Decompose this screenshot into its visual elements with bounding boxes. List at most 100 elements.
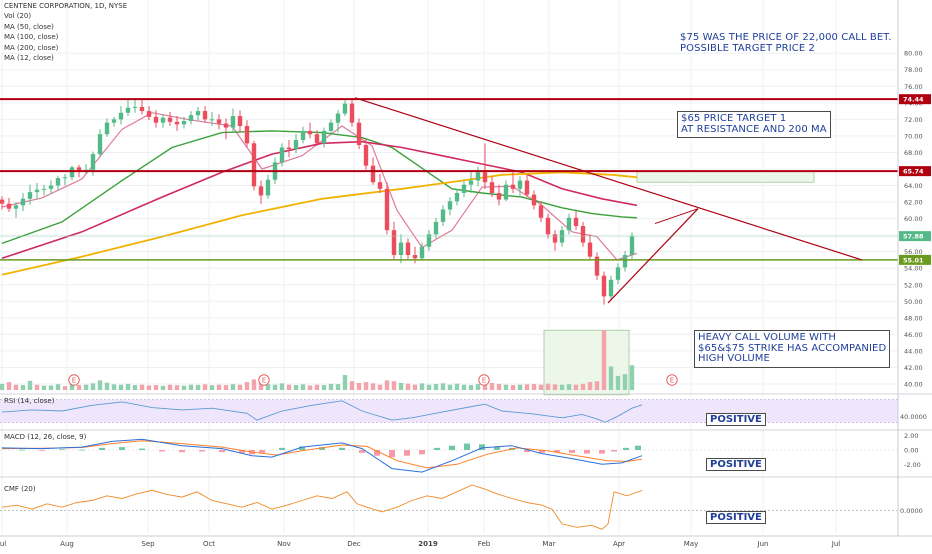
- candle-body: [251, 143, 257, 187]
- candle-body: [433, 221, 439, 235]
- macd-histogram-bar: [159, 450, 165, 452]
- time-tick-label: 2019: [418, 540, 438, 548]
- time-tick-label: Feb: [478, 540, 491, 548]
- macd-histogram-bar: [554, 450, 560, 453]
- macd-tick-label: 2.00: [904, 432, 918, 440]
- macd-histogram-bar: [584, 450, 590, 454]
- macd-histogram-bar: [139, 448, 145, 450]
- note-call-volume: HEAVY CALL VOLUME WITH $65&$75 STRIKE HA…: [694, 330, 891, 368]
- price-tick-label: 56.00: [904, 248, 923, 256]
- legend-ma12[interactable]: MA (12, close): [4, 54, 54, 63]
- volume-bar: [580, 383, 586, 390]
- volume-bar: [566, 384, 572, 390]
- candle-body: [468, 180, 474, 185]
- symbol-title[interactable]: CENTENE CORPORATION, 1D, NYSE: [4, 2, 128, 10]
- candle-body: [90, 154, 96, 170]
- rsi-title: RSI (14, close): [4, 397, 55, 405]
- price-label-bg: [899, 254, 931, 265]
- call-volume-zone: [543, 329, 630, 396]
- macd-histogram-bar: [635, 445, 641, 450]
- volume-bar: [615, 375, 621, 390]
- legend-vol[interactable]: Vol (20): [4, 12, 32, 21]
- volume-bar: [559, 384, 565, 390]
- volume-bar: [300, 384, 306, 390]
- volume-bar: [475, 384, 481, 390]
- price-tick-label: 42.00: [904, 364, 923, 372]
- candle-body: [230, 116, 236, 128]
- volume-bar: [601, 330, 607, 390]
- volume-bar: [447, 384, 453, 390]
- volume-bar: [27, 380, 33, 390]
- candle-body: [146, 111, 152, 117]
- volume-bar: [545, 383, 551, 390]
- candle-body: [132, 106, 138, 108]
- candle-body: [384, 188, 390, 231]
- trendline-connector: [654, 208, 699, 225]
- earnings-marker: [258, 374, 270, 386]
- legend-ma200[interactable]: MA (200, close): [4, 43, 59, 52]
- price-label-bg: [899, 231, 931, 242]
- price-label-bg: [899, 166, 931, 177]
- volume-bar: [454, 383, 460, 390]
- descending-resistance-trendline: [354, 97, 863, 261]
- volume-bar: [377, 384, 383, 390]
- macd-histogram-bar: [99, 447, 105, 450]
- candle-body: [517, 180, 523, 189]
- volume-bar: [433, 384, 439, 390]
- volume-bar: [125, 383, 131, 390]
- volume-bar: [272, 384, 278, 390]
- volume-bar: [62, 386, 68, 390]
- candle-body: [440, 209, 446, 222]
- macd-histogram-bar: [494, 446, 500, 450]
- macd-histogram-bar: [319, 447, 325, 450]
- volume-bar: [594, 381, 600, 390]
- candle-body: [125, 107, 131, 113]
- volume-bar: [608, 366, 614, 390]
- rsi-line: [1, 400, 643, 423]
- candle-body: [62, 177, 68, 179]
- volume-bar: [307, 385, 313, 390]
- macd-histogram-bar: [19, 449, 25, 451]
- candle-body: [419, 246, 425, 259]
- macd-tick-label: -2.00: [904, 461, 921, 469]
- volume-bar: [223, 385, 229, 390]
- candle-body: [482, 172, 488, 183]
- price-tick-label: 78.00: [904, 66, 923, 74]
- volume-bar: [104, 382, 110, 390]
- candle-body: [307, 130, 313, 135]
- note-target-price-1-line1: $65 PRICE TARGET 1: [681, 113, 787, 124]
- legend-ma100[interactable]: MA (100, close): [4, 33, 59, 42]
- candle-body: [615, 267, 621, 280]
- candle-body: [244, 125, 250, 144]
- candle-body: [195, 111, 201, 116]
- earnings-marker-label: E: [72, 377, 76, 385]
- ma12-line: [1, 112, 638, 261]
- volume-bar: [237, 384, 243, 390]
- volume-bar: [202, 384, 208, 390]
- volume-bar: [48, 385, 54, 390]
- candle-body: [510, 184, 516, 189]
- macd-histogram-bar: [611, 450, 617, 452]
- macd-histogram-bar: [524, 450, 530, 453]
- volume-bar: [510, 385, 516, 390]
- legend-ma50[interactable]: MA (50, close): [4, 22, 54, 31]
- price-label-text: 55.01: [903, 256, 924, 264]
- volume-bar: [20, 385, 26, 390]
- candle-body: [139, 106, 145, 112]
- candle-body: [573, 217, 579, 227]
- macd-histogram-bar: [374, 450, 380, 456]
- macd-histogram-bar: [359, 450, 365, 453]
- macd-histogram-bar: [219, 450, 225, 453]
- candle-body: [27, 192, 33, 199]
- candle-body: [496, 192, 502, 200]
- price-tick-label: 72.00: [904, 116, 923, 124]
- volume-bar: [181, 385, 187, 390]
- candle-body: [286, 147, 292, 150]
- volume-bar: [76, 385, 82, 390]
- candle-body: [622, 254, 628, 268]
- time-tick-label: Sep: [141, 540, 155, 548]
- price-tick-label: 50.00: [904, 298, 923, 306]
- price-tick-label: 48.00: [904, 314, 923, 322]
- macd-histogram-bar: [389, 450, 395, 458]
